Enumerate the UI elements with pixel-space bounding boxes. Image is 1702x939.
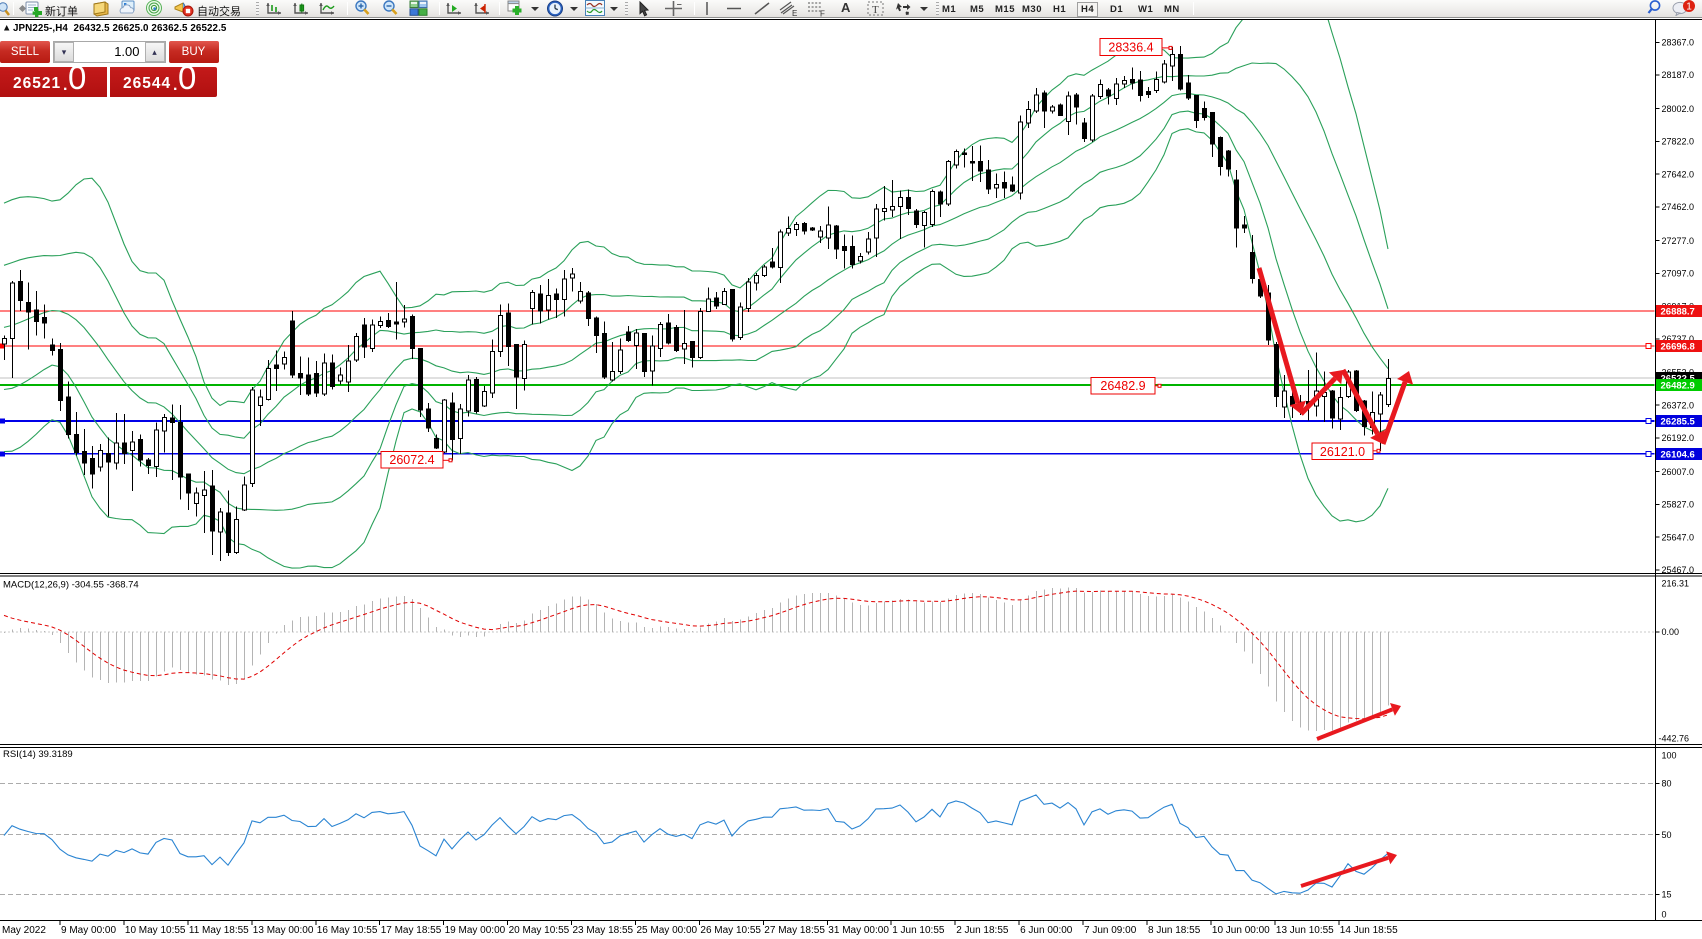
svg-text:26888.7: 26888.7 <box>1661 307 1695 318</box>
svg-text:25467.0: 25467.0 <box>1662 565 1695 575</box>
svg-text:31 May 00:00: 31 May 00:00 <box>828 925 889 936</box>
svg-text:F: F <box>820 10 825 18</box>
svg-text:7 Jun 09:00: 7 Jun 09:00 <box>1084 925 1137 936</box>
svg-text:▲: ▲ <box>2 23 11 34</box>
svg-text:15: 15 <box>1662 890 1672 900</box>
svg-text:19 May 00:00: 19 May 00:00 <box>445 925 506 936</box>
svg-text:80: 80 <box>1662 779 1672 789</box>
svg-text:216.31: 216.31 <box>1662 579 1690 589</box>
svg-text:28187.0: 28187.0 <box>1662 70 1695 80</box>
svg-text:26737.0: 26737.0 <box>1662 334 1695 344</box>
svg-text:17 May 18:55: 17 May 18:55 <box>381 925 442 936</box>
svg-text:26192.0: 26192.0 <box>1662 433 1695 443</box>
svg-text:T: T <box>872 4 879 16</box>
svg-text:26121.0: 26121.0 <box>1320 445 1365 459</box>
svg-text:27642.0: 27642.0 <box>1662 169 1695 179</box>
svg-text:0: 0 <box>1662 910 1667 920</box>
svg-text:23 May 18:55: 23 May 18:55 <box>573 925 634 936</box>
svg-text:1 Jun 10:55: 1 Jun 10:55 <box>892 925 945 936</box>
svg-text:28002.0: 28002.0 <box>1662 104 1695 114</box>
svg-text:10 May 10:55: 10 May 10:55 <box>125 925 186 936</box>
svg-text:10 Jun 00:00: 10 Jun 00:00 <box>1212 925 1270 936</box>
svg-text:100: 100 <box>1662 751 1677 761</box>
svg-text:13 Jun 10:55: 13 Jun 10:55 <box>1276 925 1334 936</box>
svg-text:28367.0: 28367.0 <box>1662 38 1695 48</box>
svg-text:27462.0: 27462.0 <box>1662 202 1695 212</box>
svg-text:26696.8: 26696.8 <box>1661 342 1695 353</box>
svg-text:1: 1 <box>1686 2 1692 13</box>
svg-text:20 May 10:55: 20 May 10:55 <box>509 925 570 936</box>
svg-text:50: 50 <box>1662 830 1672 840</box>
svg-text:25647.0: 25647.0 <box>1662 532 1695 542</box>
svg-text:27 May 18:55: 27 May 18:55 <box>764 925 825 936</box>
svg-text:MACD(12,26,9) -304.55 -368.74: MACD(12,26,9) -304.55 -368.74 <box>3 580 139 591</box>
svg-text:11 May 18:55: 11 May 18:55 <box>189 925 249 936</box>
svg-text:26 May 10:55: 26 May 10:55 <box>700 925 761 936</box>
svg-text:14 Jun 18:55: 14 Jun 18:55 <box>1340 925 1398 936</box>
svg-text:E: E <box>792 9 797 17</box>
svg-text:9 May 00:00: 9 May 00:00 <box>61 925 116 936</box>
svg-text:26104.6: 26104.6 <box>1661 449 1695 460</box>
svg-text:26072.4: 26072.4 <box>389 453 434 467</box>
svg-text:0.00: 0.00 <box>1662 627 1680 637</box>
svg-text:6 Jun 00:00: 6 Jun 00:00 <box>1020 925 1073 936</box>
svg-text:13 May 00:00: 13 May 00:00 <box>253 925 314 936</box>
svg-text:28336.4: 28336.4 <box>1108 41 1153 55</box>
svg-text:26482.9: 26482.9 <box>1100 379 1145 393</box>
svg-text:16 May 10:55: 16 May 10:55 <box>317 925 378 936</box>
svg-text:26007.0: 26007.0 <box>1662 467 1695 477</box>
svg-text:27822.0: 27822.0 <box>1662 137 1695 147</box>
svg-text:26482.9: 26482.9 <box>1661 381 1695 392</box>
svg-text:25 May 00:00: 25 May 00:00 <box>637 925 698 936</box>
svg-text:26285.5: 26285.5 <box>1661 417 1696 428</box>
svg-text:RSI(14) 39.3189: RSI(14) 39.3189 <box>3 749 73 760</box>
svg-text:-442.76: -442.76 <box>1659 734 1690 744</box>
svg-text:JPN225-,H4 26432.5 26625.0 26: JPN225-,H4 26432.5 26625.0 26362.5 26522… <box>13 23 227 34</box>
svg-text:May 2022: May 2022 <box>2 925 46 936</box>
svg-text:27277.0: 27277.0 <box>1662 236 1695 246</box>
svg-text:26372.0: 26372.0 <box>1662 400 1695 410</box>
svg-text:25827.0: 25827.0 <box>1662 500 1695 510</box>
svg-text:27097.0: 27097.0 <box>1662 269 1695 279</box>
svg-text:8 Jun 18:55: 8 Jun 18:55 <box>1148 925 1201 936</box>
svg-text:26522.5: 26522.5 <box>1661 373 1696 384</box>
svg-text:2 Jun 18:55: 2 Jun 18:55 <box>956 925 1009 936</box>
